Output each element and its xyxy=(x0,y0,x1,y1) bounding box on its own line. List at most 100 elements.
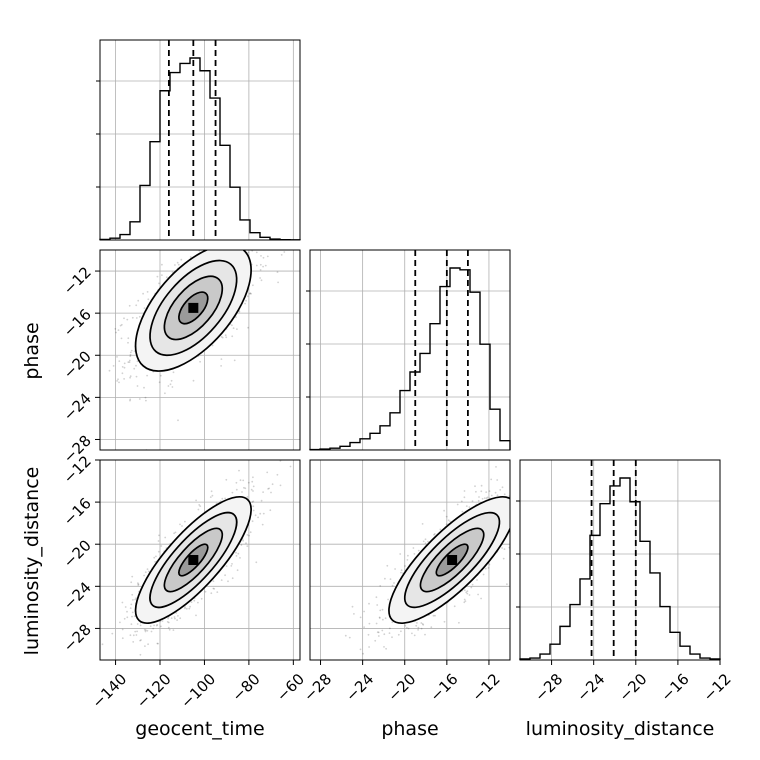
sample-point xyxy=(184,607,186,610)
sample-point xyxy=(167,621,170,624)
x-tick-label-phase: −20 xyxy=(384,670,419,705)
sample-point xyxy=(117,329,120,331)
sample-point xyxy=(247,251,250,254)
sample-point xyxy=(121,628,124,631)
sample-point xyxy=(231,491,234,494)
sample-point xyxy=(417,549,420,552)
sample-point xyxy=(115,331,117,334)
sample-point xyxy=(219,241,221,243)
sample-point xyxy=(236,328,238,330)
sample-point xyxy=(375,622,378,625)
sample-point xyxy=(359,648,362,651)
sample-point xyxy=(453,605,456,608)
sample-point xyxy=(238,469,240,472)
sample-point xyxy=(221,497,224,500)
sample-point xyxy=(124,606,127,608)
sample-point xyxy=(484,567,487,570)
sample-point xyxy=(496,479,499,481)
sample-point xyxy=(170,617,173,619)
sample-point xyxy=(503,548,506,550)
sample-point xyxy=(367,633,370,636)
sample-point xyxy=(236,569,239,572)
sample-point xyxy=(121,637,124,640)
sample-point xyxy=(180,258,183,261)
sample-point xyxy=(351,605,354,608)
sample-point xyxy=(157,550,160,553)
sample-point xyxy=(126,318,129,321)
sample-point xyxy=(231,563,233,565)
sample-point xyxy=(132,634,135,637)
sample-point xyxy=(362,652,364,655)
sample-point xyxy=(143,307,146,309)
sample-point xyxy=(255,561,258,564)
sample-point xyxy=(463,601,466,604)
sample-point xyxy=(406,559,409,561)
sample-point xyxy=(147,298,150,301)
sample-point xyxy=(123,378,125,380)
sample-point xyxy=(433,533,435,536)
sample-point xyxy=(245,542,247,544)
sample-point xyxy=(474,485,476,488)
sample-point xyxy=(224,574,227,577)
sample-point xyxy=(250,292,252,295)
sample-point xyxy=(235,481,238,484)
sample-point xyxy=(511,508,513,510)
sample-point xyxy=(368,602,370,605)
sample-point xyxy=(136,385,139,387)
sample-point xyxy=(239,557,241,559)
panel-frame xyxy=(309,249,511,451)
sample-point xyxy=(239,479,242,482)
sample-point xyxy=(270,491,272,494)
sample-point xyxy=(140,639,142,641)
sample-point xyxy=(420,627,423,630)
sample-point xyxy=(399,553,402,555)
y-tick-label-phase: −16 xyxy=(60,305,95,340)
sample-point xyxy=(416,622,418,624)
sample-point xyxy=(248,534,250,537)
x-tick-label-phase: −12 xyxy=(469,670,504,705)
x-tick-label-phase: −28 xyxy=(300,670,335,705)
sample-point xyxy=(132,599,134,601)
panel-frame xyxy=(99,249,301,451)
x-tick-label-geocent_time: −120 xyxy=(133,670,175,712)
sample-point xyxy=(192,379,195,382)
sample-point xyxy=(470,586,473,589)
sample-point xyxy=(363,610,365,613)
sample-point xyxy=(445,523,448,526)
sample-point xyxy=(137,583,140,586)
sample-point xyxy=(260,255,262,257)
sample-point xyxy=(344,634,347,637)
sample-point xyxy=(188,607,191,610)
sample-point xyxy=(134,630,137,633)
sample-point xyxy=(111,632,114,635)
sample-point xyxy=(237,242,239,244)
sample-point xyxy=(144,571,147,574)
sample-point xyxy=(147,570,150,573)
sample-point xyxy=(112,365,115,367)
sample-point xyxy=(277,281,279,284)
sample-point xyxy=(161,274,163,276)
sample-point xyxy=(198,504,201,506)
sample-point xyxy=(381,629,384,632)
sample-point xyxy=(377,635,380,637)
sample-point xyxy=(246,295,249,298)
sample-point xyxy=(128,361,131,363)
sample-point xyxy=(154,561,157,563)
sample-point xyxy=(134,598,137,601)
sample-point xyxy=(136,360,139,363)
sample-point xyxy=(130,349,133,352)
sample-point xyxy=(156,642,159,645)
sample-point xyxy=(439,528,442,531)
sample-point xyxy=(341,666,343,668)
sample-point xyxy=(447,519,450,522)
sample-point xyxy=(412,547,415,549)
sample-point xyxy=(518,522,520,524)
sample-point xyxy=(501,486,504,489)
sample-point xyxy=(139,624,142,627)
sample-point xyxy=(513,487,515,489)
sample-point xyxy=(131,661,133,663)
sample-point xyxy=(388,632,391,634)
sample-point xyxy=(144,629,147,631)
sample-point xyxy=(135,375,138,378)
sample-point xyxy=(142,292,145,295)
